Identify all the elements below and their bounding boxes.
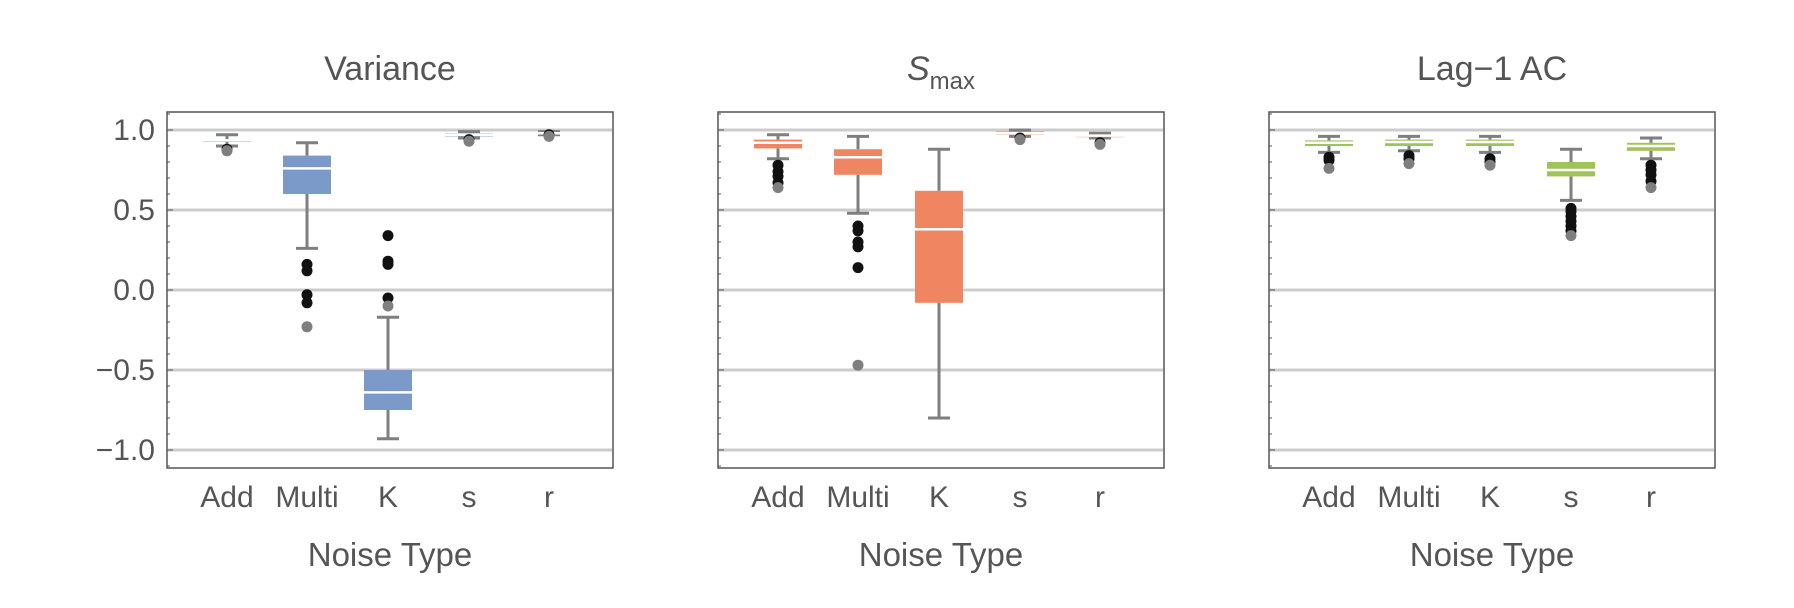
- x-category-label: K: [1480, 481, 1500, 514]
- x-category-label: Add: [1302, 481, 1355, 514]
- x-category-label: s: [1564, 481, 1579, 514]
- outlier-point: [1094, 138, 1106, 150]
- outlier-point: [1014, 134, 1026, 146]
- y-tick-label: −1.0: [96, 434, 155, 467]
- box-multi: [283, 141, 331, 333]
- x-category-label: r: [544, 481, 554, 514]
- x-axis-title: Noise Type: [859, 536, 1023, 573]
- box-iqr: [915, 190, 963, 303]
- x-category-label: Multi: [826, 481, 889, 514]
- outlier-point: [382, 258, 394, 270]
- box-iqr: [834, 149, 882, 175]
- x-category-label: s: [1013, 481, 1028, 514]
- outlier-point: [301, 297, 313, 309]
- box-add: [754, 133, 802, 194]
- panel-title-main: Lag−1 AC: [1417, 50, 1567, 88]
- outlier-point: [301, 289, 313, 301]
- box-multi: [834, 134, 882, 371]
- outlier-point: [852, 359, 864, 371]
- outlier-point: [543, 130, 555, 142]
- panel-title-subscript: max: [930, 68, 975, 95]
- outlier-point: [852, 225, 864, 237]
- panel-title-main: Variance: [324, 50, 456, 88]
- x-category-label: Add: [200, 481, 253, 514]
- outlier-point: [1484, 159, 1496, 171]
- panel-title: Smax: [907, 50, 975, 95]
- y-tick-label: 0.0: [113, 274, 155, 307]
- y-tick-label: 1.0: [113, 114, 155, 147]
- x-category-label: r: [1646, 481, 1656, 514]
- x-axis-title: Noise Type: [308, 536, 472, 573]
- y-tick-label: 0.5: [113, 194, 155, 227]
- box-iqr: [283, 155, 331, 194]
- box-iqr: [364, 370, 412, 410]
- box-s: [1547, 147, 1595, 242]
- outlier-point: [301, 265, 313, 277]
- outlier-point: [1323, 154, 1335, 166]
- x-category-label: s: [462, 481, 477, 514]
- outlier-point: [1403, 158, 1415, 170]
- y-tick-label: −0.5: [96, 354, 155, 387]
- panel-title: Variance: [324, 50, 456, 88]
- outlier-point: [221, 145, 233, 157]
- box-r: [1076, 131, 1124, 150]
- box-s: [445, 130, 493, 147]
- box-r: [525, 129, 573, 142]
- box-r: [1627, 136, 1675, 194]
- box-add: [203, 133, 251, 157]
- outlier-point: [382, 230, 394, 242]
- x-category-label: Add: [751, 481, 804, 514]
- box-multi: [1385, 134, 1433, 170]
- box-k: [1466, 134, 1514, 171]
- outlier-point: [463, 135, 475, 147]
- outlier-point: [382, 292, 394, 304]
- x-category-label: r: [1095, 481, 1105, 514]
- panel-title: Lag−1 AC: [1417, 50, 1567, 88]
- outlier-point: [1323, 162, 1335, 174]
- x-axis-title: Noise Type: [1410, 536, 1574, 573]
- x-category-label: K: [929, 481, 949, 514]
- outlier-point: [1645, 182, 1657, 194]
- x-category-label: Multi: [275, 481, 338, 514]
- box-k: [915, 147, 963, 420]
- x-category-label: Multi: [1377, 481, 1440, 514]
- outlier-point: [772, 182, 784, 194]
- outlier-point: [301, 321, 313, 333]
- box-k: [364, 230, 412, 441]
- x-category-label: K: [378, 481, 398, 514]
- outlier-point: [852, 241, 864, 253]
- panel-title-main: S: [907, 50, 930, 88]
- outlier-point: [1565, 230, 1577, 242]
- box-add: [1305, 134, 1353, 174]
- box-s: [996, 128, 1044, 146]
- outlier-point: [852, 262, 864, 274]
- outlier-point: [382, 300, 394, 312]
